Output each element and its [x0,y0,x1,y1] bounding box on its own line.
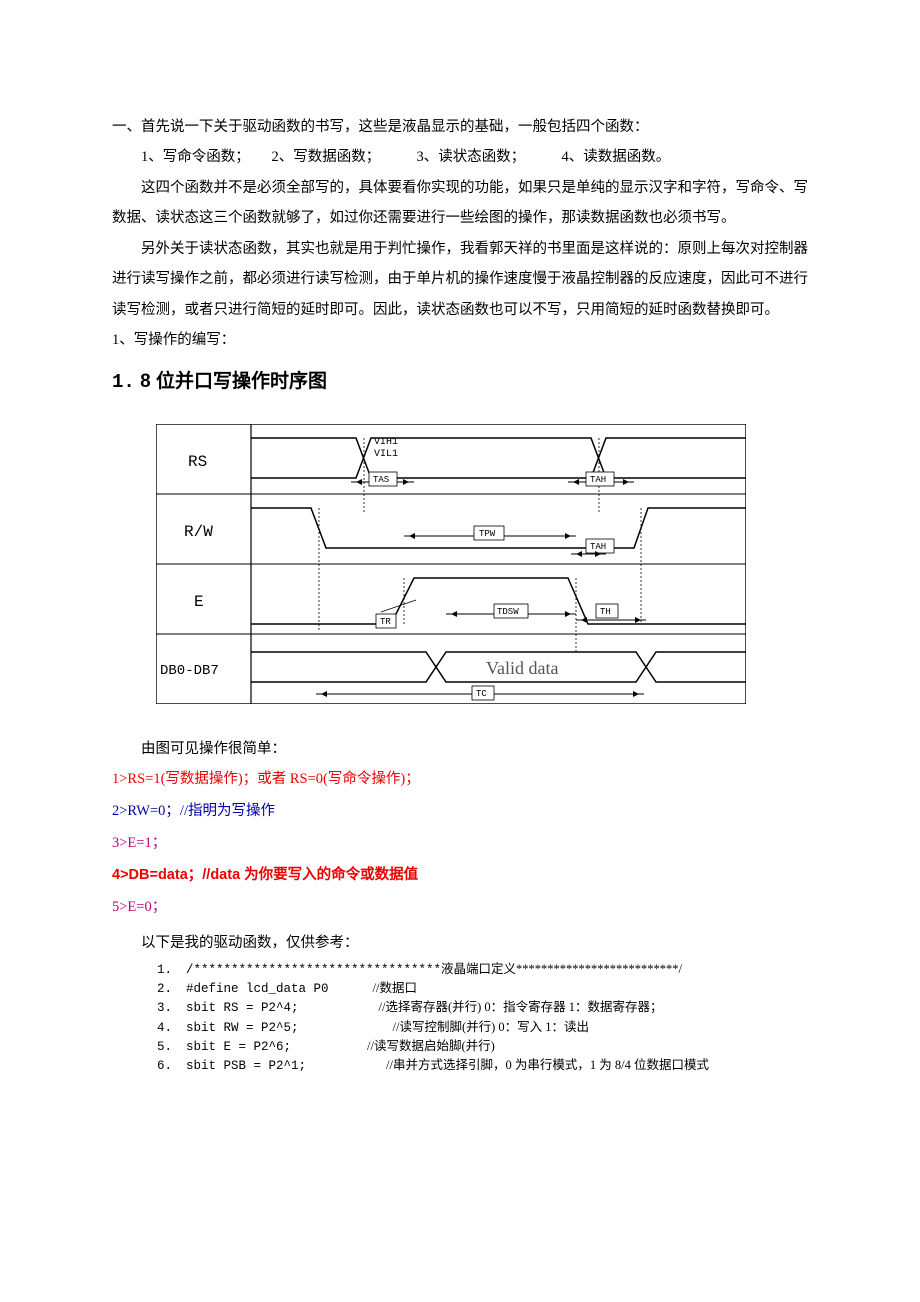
code-line: 4.sbit RW = P2^5;//读写控制脚(并行) 0：写入 1：读出 [138,1018,808,1037]
vil-label: VIL1 [374,449,398,460]
signal-e-label: E [194,593,204,611]
valid-data-label: Valid data [486,658,558,678]
heading-number: 1. [112,371,135,393]
intro-line: 一、首先说一下关于驱动函数的书写，这些是液晶显示的基础，一般包括四个函数： [112,112,808,142]
code-block: 1./*********************************液晶端口… [138,960,808,1075]
step-5: 5>E=0； [112,892,808,924]
th-label: TH [600,607,611,617]
step-4: 4>DB=data；//data 为你要写入的命令或数据值 [112,860,808,892]
para-explain-2: 另外关于读状态函数，其实也就是用于判忙操作，我看郭天祥的书里面是这样说的：原则上… [112,234,808,325]
section-heading: 1. 8 位并口写操作时序图 [112,362,808,403]
tdsw-label: TDSW [497,607,519,617]
code-line: 5.sbit E = P2^6;//读写数据启始脚(并行) [138,1037,808,1056]
timing-diagram-image: RS R/W E DB0-DB7 VIH1 VIL1 TAS TAH TPW [156,424,746,704]
signal-rw-label: R/W [184,523,213,541]
code-line: 1./*********************************液晶端口… [138,960,808,979]
functions-list: 1、写命令函数； 2、写数据函数； 3、读状态函数； 4、读数据函数。 [112,142,808,172]
step-2: 2>RW=0；//指明为写操作 [112,796,808,828]
code-line: 6.sbit PSB = P2^1;//串并方式选择引脚，0 为串行模式，1 为… [138,1056,808,1075]
para-explain-1: 这四个函数并不是必须全部写的，具体要看你实现的功能，如果只是单纯的显示汉字和字符… [112,173,808,234]
code-line: 2.#define lcd_data P0//数据口 [138,979,808,998]
tpw-label: TPW [479,529,496,539]
tah-label-2: TAH [590,542,606,552]
code-line: 3.sbit RS = P2^4;//选择寄存器(并行) 0：指令寄存器 1：数… [138,998,808,1017]
tah-label-1: TAH [590,475,606,485]
vih-label: VIH1 [374,437,398,448]
simple-note: 由图可见操作很简单： [112,734,808,764]
signal-db-label: DB0-DB7 [160,663,219,679]
step-1: 1>RS=1(写数据操作)；或者 RS=0(写命令操作)； [112,764,808,796]
tas-label: TAS [373,475,389,485]
signal-rs-label: RS [188,453,207,471]
tc-label: TC [476,689,487,699]
heading-text: 8 位并口写操作时序图 [140,371,327,392]
step-3: 3>E=1； [112,828,808,860]
tr-label: TR [380,617,391,627]
driver-note: 以下是我的驱动函数，仅供参考： [112,928,808,958]
write-op-label: 1、写操作的编写： [112,325,808,355]
